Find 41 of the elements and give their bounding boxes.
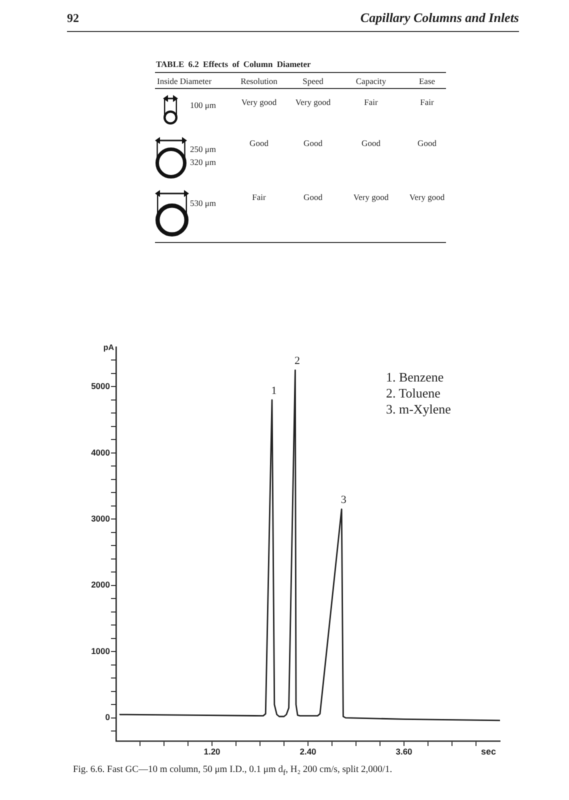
annotation: 2. Toluene xyxy=(386,385,441,400)
text: Good xyxy=(418,138,436,148)
category-label: 100 μm xyxy=(190,100,216,110)
y-tick-label: 1000 xyxy=(91,646,110,656)
text: Very good xyxy=(409,192,445,202)
text: TABLE 6.2 Effects of Column Diameter xyxy=(156,59,311,69)
y-tick-label: 3000 xyxy=(91,514,110,524)
annotation: 3. m-Xylene xyxy=(386,401,452,416)
text: Inside Diameter xyxy=(157,76,212,87)
annotation: 1. Benzene xyxy=(386,369,444,384)
text: Good xyxy=(362,138,380,148)
text: Fair xyxy=(252,192,266,202)
x-axis-title: sec xyxy=(480,746,496,756)
text: Good xyxy=(250,138,268,148)
text: Good xyxy=(304,138,322,148)
category-label: 530 μm xyxy=(190,198,216,208)
annotation: 1 xyxy=(271,384,277,397)
y-tick-label: 2000 xyxy=(91,580,110,590)
text: Fair xyxy=(420,97,434,107)
y-axis-title: pA xyxy=(103,343,114,352)
text: Capillary Columns and Inlets xyxy=(360,10,519,26)
x-tick-label: 1.20 xyxy=(204,746,221,756)
text: Good xyxy=(304,192,322,202)
category-label: Capacity xyxy=(356,76,386,87)
y-tick-label: 5000 xyxy=(91,381,110,392)
y-tick-label: 0 xyxy=(105,712,110,722)
category-label: Speed xyxy=(302,76,324,87)
category-label: Resolution xyxy=(240,76,278,87)
x-tick-label: 3.60 xyxy=(396,746,413,756)
category-label: 250 μm 320 μm xyxy=(190,144,216,167)
caption: Fig. 6.6. Fast GC—10 m column, 50 μm I.D., 0.1 μm d$_{f}$, H₂ 200 cm/s, split 2,000/1. xyxy=(73,764,392,779)
annotation: 2 xyxy=(294,355,300,368)
category-label: Ease xyxy=(418,76,436,87)
text: Very good xyxy=(295,97,331,107)
annotation: 3 xyxy=(340,494,347,506)
text: Very good xyxy=(241,97,277,107)
text: 92 xyxy=(67,11,79,26)
y-tick-label: 4000 xyxy=(91,447,110,458)
text: Fair xyxy=(364,97,378,107)
x-tick-label: 2.40 xyxy=(300,746,317,756)
text: Very good xyxy=(353,192,389,202)
